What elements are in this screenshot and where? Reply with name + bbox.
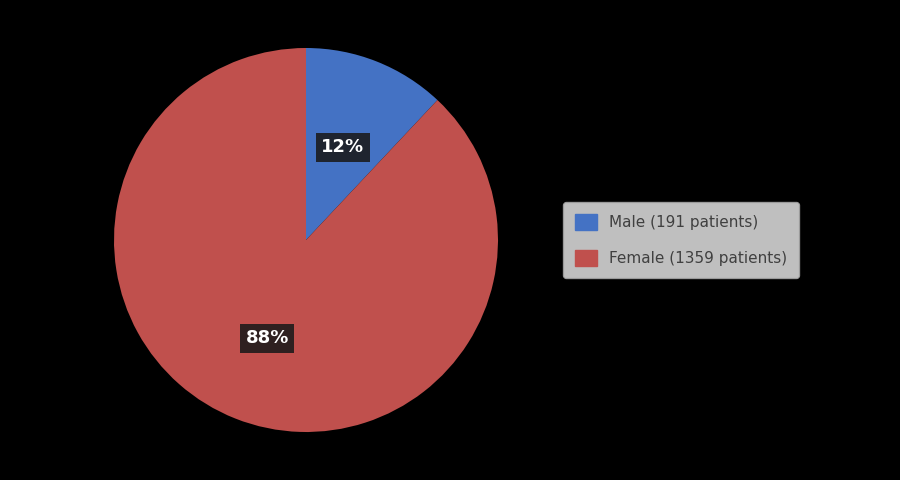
Text: 88%: 88% — [246, 329, 289, 347]
Wedge shape — [114, 48, 498, 432]
Text: 12%: 12% — [321, 138, 365, 156]
Wedge shape — [306, 48, 437, 240]
Legend: Male (191 patients), Female (1359 patients): Male (191 patients), Female (1359 patien… — [563, 202, 799, 278]
